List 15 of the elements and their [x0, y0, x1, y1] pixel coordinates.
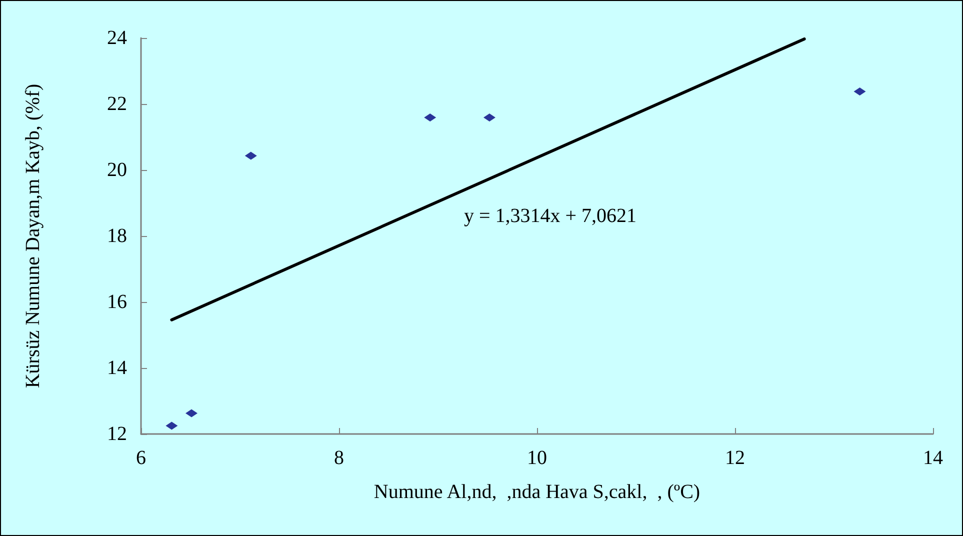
annotation: y = 1,3314x + 7,0621 [464, 205, 637, 227]
x-tick-label: 12 [725, 447, 745, 469]
y-tick-label: 14 [107, 357, 127, 379]
y-tick-label: 22 [107, 93, 127, 115]
y-tick-label: 18 [107, 225, 127, 247]
x-tick-label: 14 [923, 447, 943, 469]
x-tick-label: 10 [527, 447, 547, 469]
x-axis-title: Numune Al,nd, ,nda Hava S,cakl, , (ºC) [374, 481, 700, 503]
y-tick-label: 20 [107, 159, 127, 181]
y-tick-label: 12 [107, 423, 127, 445]
y-axis-title: Kürsüz Numune Dayan,m Kayb, (%f) [22, 84, 44, 388]
x-tick-label: 8 [334, 447, 344, 469]
y-tick-label: 24 [107, 27, 127, 49]
x-tick-label: 6 [136, 447, 146, 469]
y-tick-label: 16 [107, 291, 127, 313]
